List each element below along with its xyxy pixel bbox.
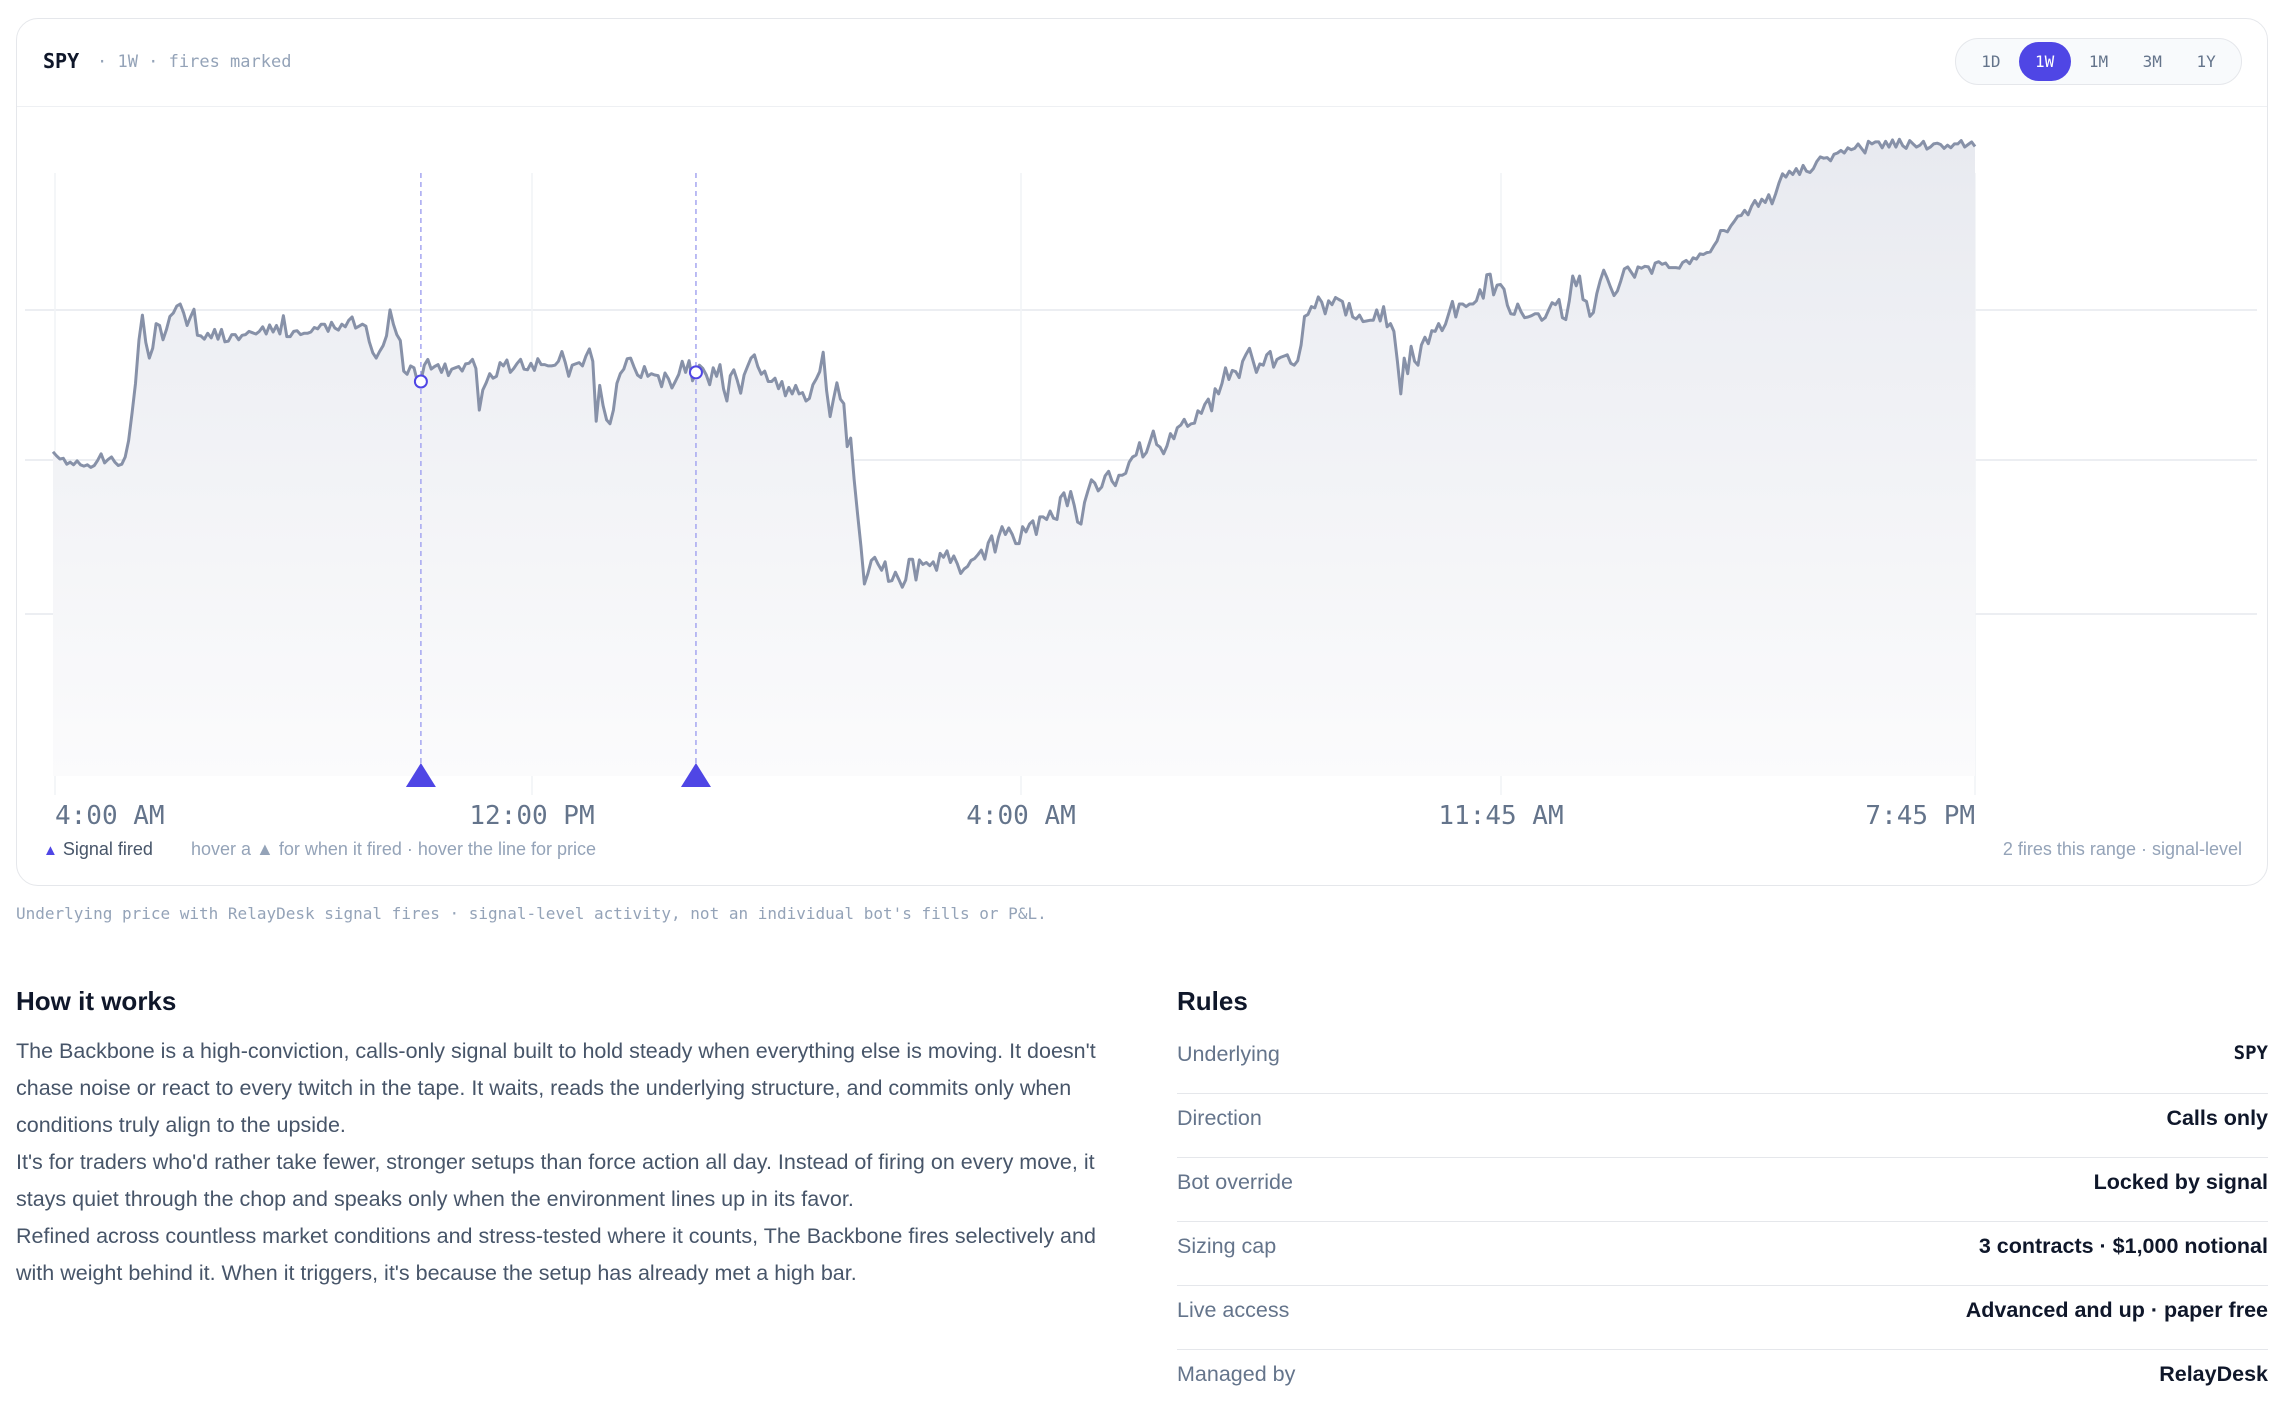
rules-table: Underlying SPY Direction Calls only Bot … <box>1177 1030 2268 1414</box>
x-tick-label: 7:45 PM <box>1865 801 1975 831</box>
price-chart[interactable]: 4:00 AM 12:00 PM 4:00 AM 11:45 AM 7:45 PM <box>17 107 2267 837</box>
price-line[interactable] <box>51 137 1977 589</box>
legend-label: Signal fired <box>62 839 153 859</box>
rule-key: Underlying <box>1177 1042 1280 1066</box>
fire-point[interactable] <box>413 374 428 389</box>
description-paragraph: It's for traders who'd rather take fewer… <box>16 1150 1095 1211</box>
rule-key: Direction <box>1177 1106 1262 1130</box>
chart-subtitle: · 1W · fires marked <box>97 52 292 72</box>
rule-value: 3 contracts · $1,000 notional <box>1978 1234 2268 1258</box>
x-tick-label: 11:45 AM <box>1438 801 1563 831</box>
rules-title: Rules <box>1177 986 1248 1016</box>
range-button-1d[interactable]: 1D <box>1981 52 2001 71</box>
chart-legend: ▲ Signal fired <box>43 839 153 860</box>
price-area-fill <box>53 139 1975 777</box>
range-button-1m[interactable]: 1M <box>2088 52 2109 71</box>
rule-value: Locked by signal <box>2093 1170 2268 1194</box>
description-paragraph: Refined across countless market conditio… <box>16 1224 1096 1285</box>
rule-value: RelayDesk <box>2159 1362 2268 1386</box>
how-it-works-text: The Backbone is a high-conviction, calls… <box>16 1033 1126 1292</box>
range-selector: 1D 1W 1M 3M 1Y <box>1955 38 2242 85</box>
how-it-works-title: How it works <box>16 986 177 1016</box>
rule-key: Managed by <box>1177 1362 1296 1386</box>
rule-row: Live access Advanced and up · paper free <box>1177 1286 2268 1350</box>
rule-row: Managed by RelayDesk <box>1177 1350 2268 1414</box>
legend-hint: hover a ▲ for when it fired · hover the … <box>191 839 596 859</box>
rule-key: Bot override <box>1177 1170 1293 1194</box>
rule-row: Sizing cap 3 contracts · $1,000 notional <box>1177 1222 2268 1286</box>
x-tick-label: 12:00 PM <box>469 801 594 831</box>
description-paragraph: The Backbone is a high-conviction, calls… <box>16 1039 1096 1137</box>
fire-point[interactable] <box>688 365 703 380</box>
chart-card: SPY · 1W · fires marked 1D 1W 1M 3M 1Y 4… <box>16 18 2268 886</box>
x-tick-label: 4:00 AM <box>55 801 165 831</box>
signal-fired-marker-icon: ▲ <box>43 842 58 859</box>
rule-key: Live access <box>1177 1298 1290 1322</box>
fires-count: 2 fires this range · signal-level <box>2002 839 2242 859</box>
chart-header: SPY · 1W · fires marked 1D 1W 1M 3M 1Y <box>17 19 2267 107</box>
chart-caption: Underlying price with RelayDesk signal f… <box>16 904 1047 923</box>
rule-row: Underlying SPY <box>1177 1030 2268 1094</box>
rule-row: Bot override Locked by signal <box>1177 1158 2268 1222</box>
rule-value: Calls only <box>2166 1106 2268 1130</box>
range-button-3m[interactable]: 3M <box>2142 52 2162 71</box>
ticker-symbol: SPY <box>43 49 80 73</box>
rule-value: Advanced and up · paper free <box>1965 1298 2268 1322</box>
signal-fired-triangle-icon[interactable] <box>405 763 436 787</box>
rule-row: Direction Calls only <box>1177 1094 2268 1158</box>
rule-key: Sizing cap <box>1177 1234 1277 1258</box>
range-button-1y[interactable]: 1Y <box>2196 52 2216 71</box>
range-button-1w[interactable]: 1W <box>2018 42 2071 81</box>
x-tick-label: 4:00 AM <box>966 801 1076 831</box>
rule-value: SPY <box>2233 1042 2268 1064</box>
signal-fired-triangle-icon[interactable] <box>680 763 711 787</box>
